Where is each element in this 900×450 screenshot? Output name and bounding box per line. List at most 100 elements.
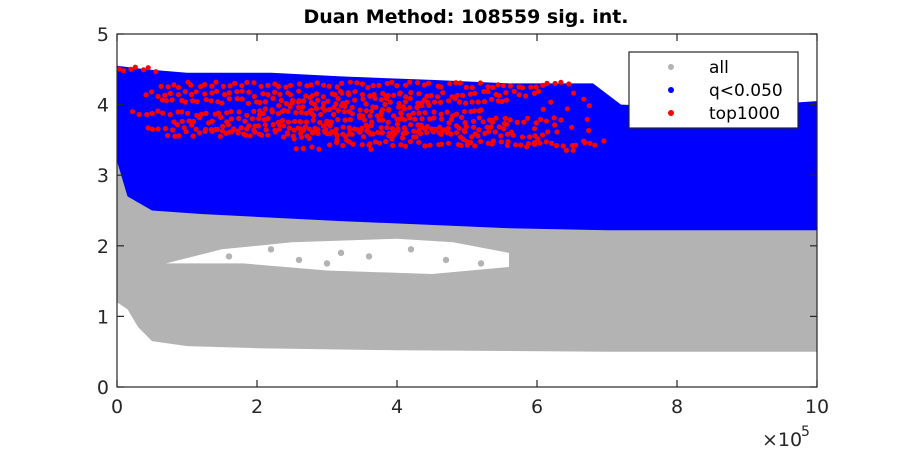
series-top1000-point (452, 96, 458, 102)
series-top1000-point (437, 99, 444, 105)
series-all-point (239, 263, 247, 271)
series-top1000-point (368, 123, 374, 129)
series-top1000-point (485, 84, 491, 90)
series-top1000-point (401, 106, 407, 112)
series-top1000-point (396, 116, 402, 122)
series-top1000-point (239, 83, 245, 89)
series-top1000-point (504, 131, 511, 137)
series-top1000-point (482, 130, 488, 137)
series-top1000-point (251, 127, 257, 133)
series-top1000-point (296, 88, 302, 94)
series-top1000-point (203, 97, 209, 103)
series-top1000-point (433, 126, 439, 132)
series-top1000-point (310, 117, 316, 123)
series-top1000-point (375, 129, 381, 135)
series-top1000-point (226, 96, 232, 102)
series-top1000-point (179, 118, 185, 124)
series-top1000-point (402, 117, 408, 123)
series-top1000-point (554, 129, 560, 135)
series-top1000-point (209, 90, 215, 96)
series-top1000-point (408, 90, 414, 96)
series-top1000-point (363, 101, 369, 107)
series-top1000-point (407, 95, 413, 102)
series-top1000-point (242, 118, 248, 124)
series-top1000-point (228, 116, 234, 122)
series-top1000-point (303, 93, 309, 99)
series-top1000-point (431, 109, 437, 115)
series-top1000-point (586, 127, 592, 134)
legend-label: q<0.050 (709, 81, 783, 101)
series-top1000-point (270, 122, 276, 128)
series-top1000-point (493, 115, 499, 121)
series-top1000-point (436, 130, 442, 136)
series-top1000-point (333, 126, 339, 132)
series-top1000-point (288, 92, 294, 98)
series-all-point (183, 249, 191, 257)
series-top1000-point (539, 132, 546, 138)
series-top1000-point (411, 128, 417, 134)
series-top1000-point (368, 146, 374, 152)
series-top1000-point (488, 124, 494, 130)
series-top1000-point (281, 134, 287, 140)
series-top1000-point (376, 82, 382, 88)
series-top1000-point (410, 110, 416, 116)
series-top1000-point (320, 94, 326, 100)
series-top1000-point (507, 117, 513, 123)
series-top1000-point (328, 119, 334, 125)
series-top1000-point (331, 111, 337, 118)
series-top1000-point (513, 142, 519, 148)
series-top1000-point (219, 100, 225, 106)
series-top1000-point (120, 68, 127, 74)
series-top1000-point (214, 126, 220, 133)
series-top1000-point (175, 84, 182, 90)
series-top1000-point (359, 81, 365, 87)
series-top1000-point (511, 88, 517, 94)
series-top1000-point (489, 141, 495, 147)
series-top1000-point (181, 125, 187, 131)
series-top1000-point (367, 113, 373, 119)
series-top1000-point (354, 80, 360, 86)
series-top1000-point (217, 133, 223, 139)
series-top1000-point (415, 129, 421, 135)
series-top1000-point (209, 83, 215, 89)
series-top1000-point (372, 139, 379, 145)
series-top1000-point (437, 124, 443, 130)
series-top1000-point (475, 133, 481, 139)
series-all-point (225, 253, 233, 260)
series-top1000-point (185, 110, 191, 116)
x-exponent-power: 5 (801, 424, 810, 440)
series-top1000-point (239, 88, 245, 94)
y-tick-label: 2 (97, 236, 109, 258)
series-top1000-point (197, 130, 203, 136)
series-top1000-point (538, 116, 544, 123)
series-top1000-point (301, 127, 307, 133)
series-top1000-point (149, 126, 156, 132)
series-top1000-point (340, 131, 346, 137)
series-top1000-point (229, 129, 235, 135)
series-top1000-point (540, 82, 546, 88)
series-top1000-point (149, 110, 155, 117)
series-top1000-point (454, 130, 460, 136)
series-top1000-point (416, 91, 422, 97)
series-top1000-point (255, 123, 261, 129)
series-top1000-point (347, 79, 353, 85)
series-top1000-point (220, 83, 226, 89)
series-top1000-point (262, 99, 269, 105)
series-top1000-point (241, 131, 247, 137)
series-top1000-point (144, 111, 150, 118)
series-top1000-point (581, 96, 587, 102)
series-all-gap (166, 238, 509, 274)
series-top1000-point (364, 128, 370, 134)
y-tick-label: 1 (97, 306, 109, 328)
series-top1000-point (426, 102, 432, 108)
series-top1000-point (424, 124, 430, 130)
series-top1000-point (592, 142, 598, 148)
series-top1000-point (514, 119, 520, 125)
series-top1000-point (340, 143, 346, 149)
series-top1000-point (170, 127, 176, 133)
series-top1000-point (370, 83, 376, 89)
x-tick-label: 6 (531, 396, 543, 418)
series-top1000-point (256, 116, 262, 122)
series-top1000-point (446, 130, 452, 136)
series-top1000-point (524, 144, 530, 150)
